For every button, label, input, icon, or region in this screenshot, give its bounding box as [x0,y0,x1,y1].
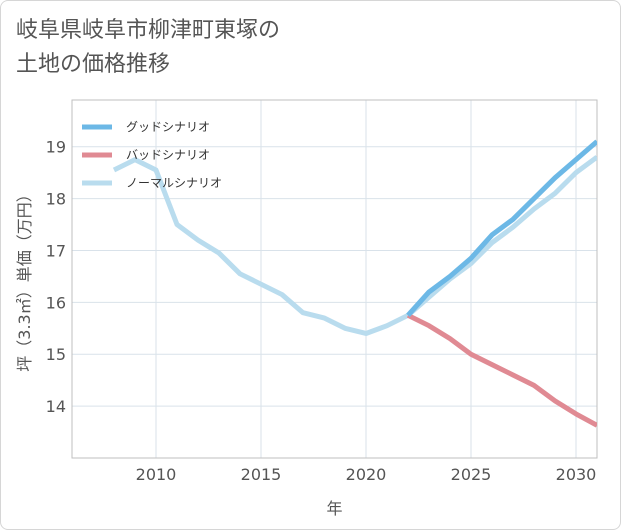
legend-label-1: バッドシナリオ [126,148,210,162]
x-tick-label: 2020 [346,465,387,484]
grid [72,100,597,458]
y-tick-label: 18 [46,190,66,209]
legend-label-0: グッドシナリオ [126,120,210,134]
series-line-2 [112,155,597,336]
y-tick-label: 14 [46,397,66,416]
y-tick-label: 17 [46,241,66,260]
y-axis-title: 坪（3.3㎡）単価（万円） [15,186,34,371]
x-tick-label: 2010 [136,465,177,484]
page-title: 岐阜県岐阜市柳津町東塚の 土地の価格推移 [16,14,280,82]
x-tick-label: 2030 [556,465,597,484]
title-line-2: 土地の価格推移 [16,52,171,77]
series-group [112,139,597,428]
tick-labels: 2010 2015 2020 2025 2030 14 15 16 17 18 19 [46,138,597,484]
series-line-1 [406,313,597,428]
plot-border [71,99,598,459]
title-line-1: 岐阜県岐阜市柳津町東塚の [16,18,281,43]
x-axis-title: 年 [326,499,342,518]
y-tick-label: 16 [46,293,66,312]
x-tick-label: 2015 [241,465,282,484]
series-line-0 [406,139,597,317]
legend-label-2: ノーマルシナリオ [126,176,222,190]
y-tick-label: 19 [46,138,66,157]
x-tick-label: 2025 [451,465,492,484]
plot-frame [71,99,598,459]
y-tick-label: 15 [46,345,66,364]
